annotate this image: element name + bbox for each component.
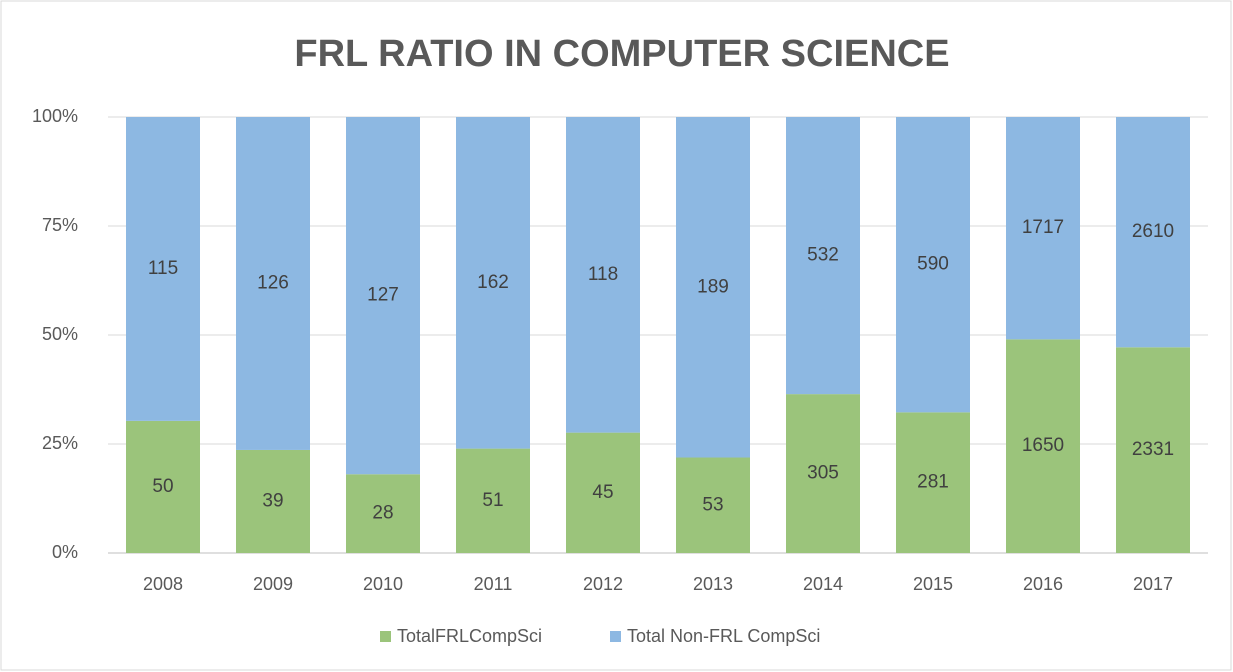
data-label: 1650 [1022, 435, 1064, 456]
data-label: 50 [152, 476, 173, 497]
bar-segment [786, 117, 860, 395]
bar-segment [126, 117, 200, 421]
data-label: 115 [148, 258, 178, 279]
bar-segment [1006, 117, 1080, 340]
x-tick-label: 2010 [363, 574, 403, 594]
y-tick-label: 0% [52, 542, 78, 562]
data-label: 590 [917, 254, 949, 275]
bar-segment [786, 394, 860, 553]
x-tick-label: 2012 [583, 574, 623, 594]
data-label: 189 [697, 276, 729, 297]
bar-segment [346, 474, 420, 553]
x-tick-label: 2015 [913, 574, 953, 594]
bar-segment [236, 449, 310, 553]
bar-segment [126, 420, 200, 553]
x-tick-label: 2011 [474, 574, 513, 594]
chart-title: FRL RATIO IN COMPUTER SCIENCE [294, 33, 949, 75]
bar-segment [676, 117, 750, 458]
data-label: 281 [917, 472, 949, 493]
x-tick-label: 2014 [803, 574, 843, 594]
x-tick-label: 2013 [693, 574, 733, 594]
bar-segment [456, 117, 530, 449]
data-label: 2610 [1132, 221, 1174, 242]
data-label: 532 [807, 245, 839, 266]
data-label: 2331 [1132, 439, 1174, 460]
bar-segment [566, 432, 640, 553]
data-label: 118 [588, 264, 618, 285]
bar-segment [1116, 117, 1190, 348]
data-label: 39 [262, 490, 283, 511]
legend-swatch [380, 631, 391, 642]
data-label: 1717 [1022, 217, 1064, 238]
bar-segment [1116, 347, 1190, 553]
legend-swatch [610, 631, 621, 642]
data-label: 162 [477, 272, 509, 293]
bar-segment [896, 412, 970, 553]
data-label: 51 [482, 490, 503, 511]
bar-segment [236, 117, 310, 450]
x-tick-label: 2009 [253, 574, 293, 594]
y-tick-label: 75% [42, 215, 78, 235]
bar-segment [676, 457, 750, 553]
y-tick-label: 100% [32, 106, 78, 126]
bar-segment [896, 117, 970, 413]
x-tick-label: 2017 [1133, 574, 1173, 594]
y-tick-label: 25% [42, 433, 78, 453]
legend-label: TotalFRLCompSci [397, 626, 542, 646]
bar-segment [346, 117, 420, 475]
data-label: 53 [702, 494, 723, 515]
data-label: 305 [807, 463, 839, 484]
bar-segment [456, 448, 530, 553]
y-tick-label: 50% [42, 324, 78, 344]
bar-segment [566, 117, 640, 433]
bar-segment [1006, 339, 1080, 553]
data-label: 126 [257, 272, 289, 293]
data-label: 28 [372, 503, 393, 524]
data-label: 127 [367, 285, 399, 306]
x-tick-label: 2008 [143, 574, 183, 594]
x-tick-label: 2016 [1023, 574, 1063, 594]
data-label: 45 [592, 482, 613, 503]
legend-label: Total Non-FRL CompSci [627, 626, 820, 646]
